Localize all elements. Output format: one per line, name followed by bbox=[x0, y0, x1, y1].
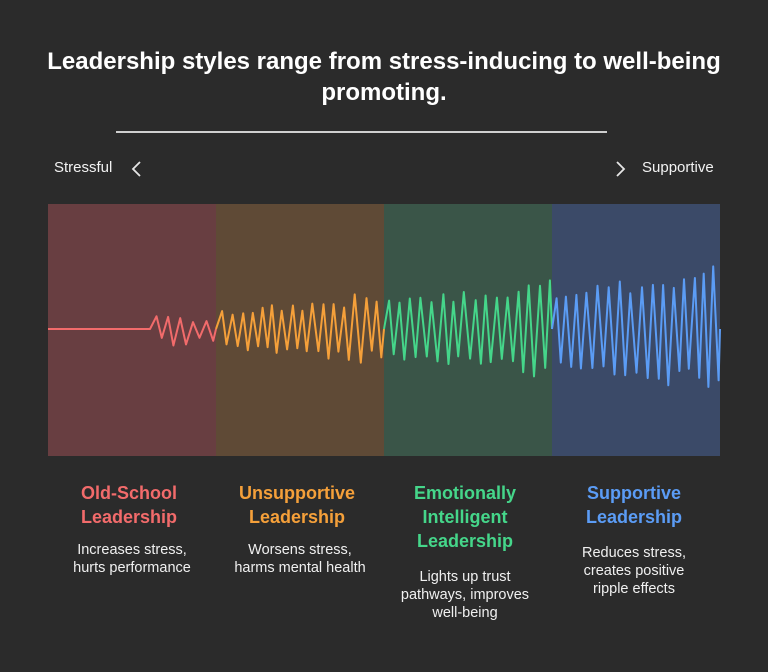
title-line-2: promoting. bbox=[321, 79, 447, 106]
style-desc-line: Lights up trust bbox=[419, 569, 511, 585]
style-title-line: Old-School bbox=[81, 483, 177, 503]
style-desc-old-school: Increases stress, hurts performance bbox=[48, 541, 216, 577]
style-desc-supportive: Reduces stress, creates positive ripple … bbox=[552, 544, 716, 598]
wave-segment bbox=[215, 293, 385, 364]
style-desc-line: Increases stress, bbox=[77, 542, 187, 558]
style-title-unsupportive: Unsupportive Leadership bbox=[216, 481, 378, 529]
style-desc-line: pathways, improves bbox=[400, 587, 530, 603]
wave-segment bbox=[48, 315, 217, 347]
style-title-line: Supportive bbox=[586, 483, 681, 503]
style-desc-emotionally-intelligent: Lights up trust pathways, improves well-… bbox=[384, 568, 546, 622]
style-title-emotionally-intelligent: Emotionally Intelligent Leadership bbox=[384, 481, 546, 553]
style-title-old-school: Old-School Leadership bbox=[48, 481, 210, 529]
style-title-line: Leadership bbox=[80, 507, 178, 527]
scale-right-label: Supportive bbox=[642, 159, 714, 176]
title-line-1: Leadership styles range from stress-indu… bbox=[47, 48, 721, 75]
wave-segment bbox=[551, 265, 721, 388]
style-desc-line: hurts performance bbox=[73, 560, 191, 576]
style-title-line: Intelligent bbox=[422, 507, 508, 527]
title-divider bbox=[116, 131, 607, 133]
wave-segment bbox=[383, 279, 553, 378]
style-title-line: Emotionally bbox=[413, 483, 516, 503]
scale-left-label: Stressful bbox=[54, 159, 113, 176]
style-desc-line: ripple effects bbox=[593, 581, 675, 597]
style-title-line: Leadership bbox=[248, 507, 346, 527]
page-title: Leadership styles range from stress-indu… bbox=[0, 46, 768, 108]
style-desc-line: harms mental health bbox=[234, 560, 366, 576]
style-title-line: Leadership bbox=[416, 531, 514, 551]
style-desc-line: Worsens stress, bbox=[248, 542, 352, 558]
style-title-line: Unsupportive bbox=[238, 483, 355, 503]
stress-wave bbox=[48, 265, 721, 388]
chevron-right-icon bbox=[616, 161, 626, 177]
style-desc-line: creates positive bbox=[583, 563, 685, 579]
style-title-supportive: Supportive Leadership bbox=[552, 481, 716, 529]
style-desc-line: Reduces stress, bbox=[582, 545, 686, 561]
chevron-left-icon bbox=[131, 161, 141, 177]
style-desc-line: well-being bbox=[432, 605, 498, 621]
style-desc-unsupportive: Worsens stress, harms mental health bbox=[216, 541, 384, 577]
style-title-line: Leadership bbox=[585, 507, 683, 527]
